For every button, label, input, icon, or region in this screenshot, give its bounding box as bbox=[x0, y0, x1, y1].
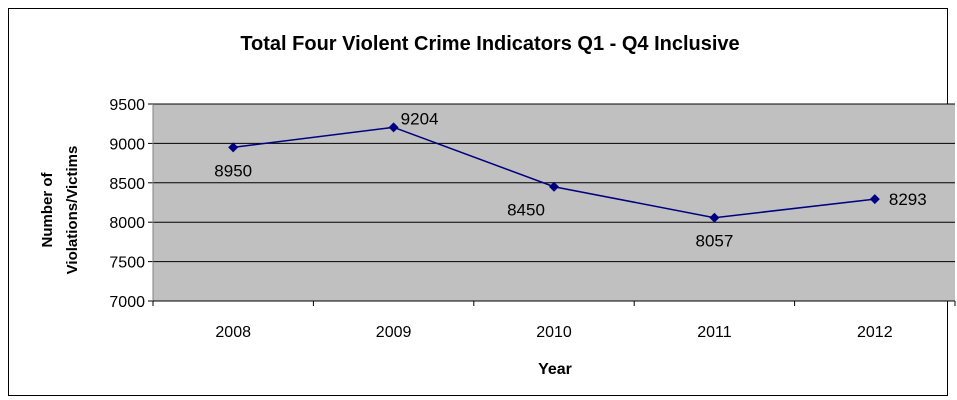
data-point bbox=[549, 181, 559, 192]
data-label: 8057 bbox=[695, 232, 733, 251]
axes bbox=[152, 104, 956, 306]
y-tick-label: 9000 bbox=[109, 136, 145, 153]
y-tick-label: 7500 bbox=[109, 255, 145, 272]
x-tick-label: 2010 bbox=[536, 324, 572, 341]
x-axis-title: Year bbox=[538, 361, 572, 378]
data-point bbox=[709, 212, 720, 223]
y-axis-title-line-2: Violations/Victims bbox=[64, 146, 81, 275]
y-axis-title-line-1: Number of bbox=[39, 171, 56, 247]
y-tick-label: 9500 bbox=[109, 97, 145, 114]
data-point bbox=[869, 194, 880, 205]
y-tick-label: 8000 bbox=[109, 215, 145, 232]
y-tick-label: 7000 bbox=[109, 294, 145, 311]
x-tick-label: 2009 bbox=[376, 324, 412, 341]
data-markers bbox=[228, 122, 880, 223]
x-tick-label: 2012 bbox=[857, 324, 893, 341]
data-label: 8950 bbox=[214, 161, 252, 180]
data-label: 8293 bbox=[889, 190, 927, 209]
data-label: 9204 bbox=[401, 109, 439, 128]
y-tick-label: 8500 bbox=[109, 176, 145, 193]
y-axis-title: Number of Violations/Victims bbox=[39, 146, 81, 275]
x-tick-label: 2008 bbox=[215, 324, 251, 341]
data-label: 8450 bbox=[507, 201, 545, 220]
x-tick-label: 2011 bbox=[697, 324, 732, 341]
plot-area bbox=[153, 104, 955, 301]
data-labels: 8950 9204 8450 8057 8293 bbox=[214, 109, 926, 250]
y-tick-labels: 7000 7500 8000 8500 9000 9500 bbox=[109, 97, 145, 311]
x-tick-labels: 2008 2009 2010 2011 2012 bbox=[215, 324, 892, 341]
chart-title: Total Four Violent Crime Indicators Q1 -… bbox=[240, 33, 739, 55]
data-point bbox=[388, 122, 399, 133]
data-point bbox=[228, 142, 239, 153]
